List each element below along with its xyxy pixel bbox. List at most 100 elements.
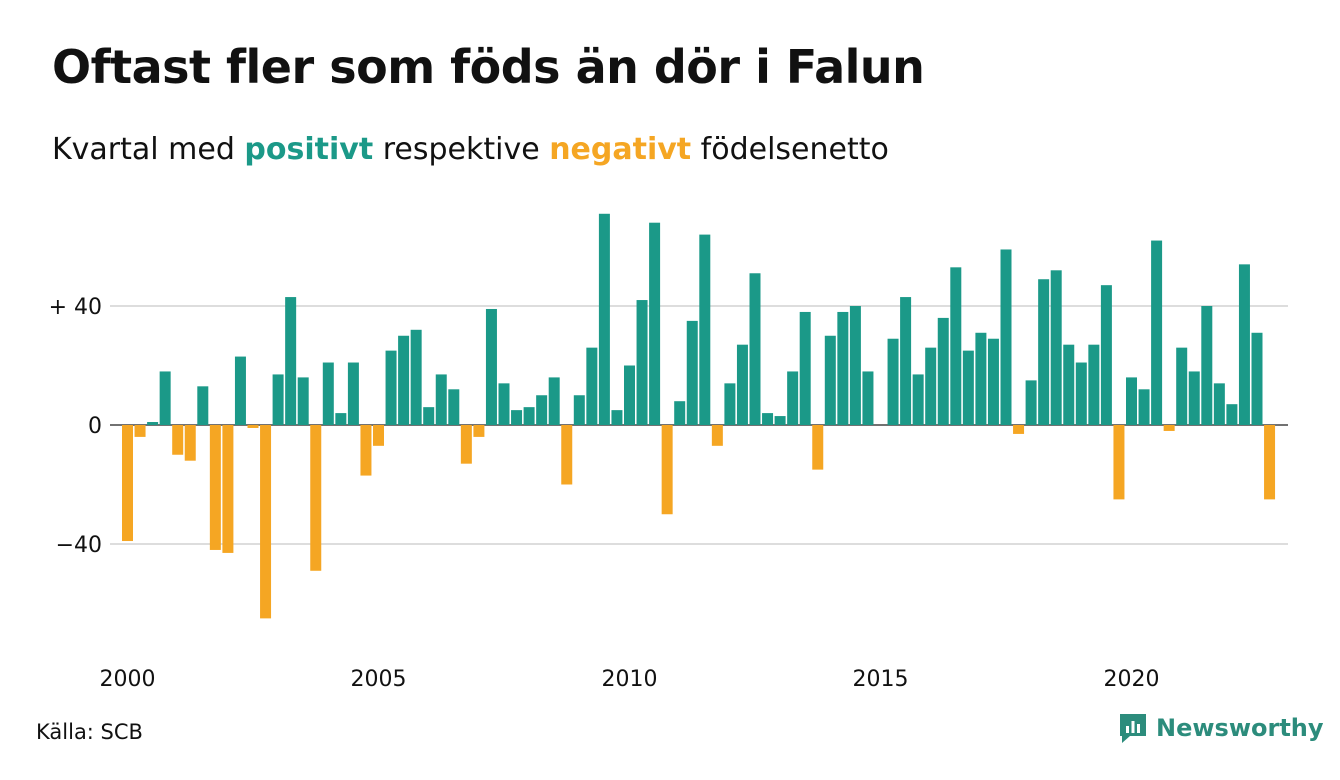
bar-2000-Q4 bbox=[159, 371, 171, 425]
bar-2017-Q4 bbox=[1013, 425, 1025, 434]
bar-2007-Q1 bbox=[473, 425, 485, 437]
bar-2013-Q3 bbox=[799, 311, 811, 425]
bar-2014-Q4 bbox=[862, 371, 874, 425]
bar-2018-Q1 bbox=[1025, 380, 1037, 426]
bar-2004-Q3 bbox=[347, 362, 359, 425]
bar-2007-Q2 bbox=[485, 308, 497, 426]
chart-subtitle: Kvartal med positivt respektive negativt… bbox=[52, 132, 889, 167]
bar-2001-Q3 bbox=[197, 386, 209, 425]
bar-2021-Q3 bbox=[1201, 306, 1213, 425]
bar-2016-Q4 bbox=[962, 350, 974, 426]
bar-2012-Q2 bbox=[736, 344, 748, 426]
bar-2010-Q1 bbox=[624, 365, 635, 425]
bar-2011-Q3 bbox=[699, 234, 711, 425]
bar-2008-Q3 bbox=[548, 377, 560, 425]
bar-2013-Q4 bbox=[812, 425, 824, 470]
bar-2014-Q1 bbox=[824, 335, 836, 425]
bar-2020-Q2 bbox=[1138, 389, 1150, 425]
source-label: Källa: SCB bbox=[36, 720, 143, 744]
bar-2004-Q4 bbox=[360, 425, 372, 476]
bar-2000-Q1 bbox=[122, 425, 133, 542]
bar-2022-Q4 bbox=[1264, 425, 1276, 500]
bar-2008-Q4 bbox=[561, 425, 573, 485]
subtitle-positive-word: positivt bbox=[244, 132, 374, 167]
bar-2009-Q2 bbox=[586, 347, 598, 425]
subtitle-prefix: Kvartal med bbox=[52, 132, 245, 167]
brand-name: Newsworthy bbox=[1156, 714, 1324, 742]
y-tick-label: 0 bbox=[88, 414, 102, 439]
bar-2016-Q1 bbox=[925, 347, 937, 425]
bar-2009-Q3 bbox=[598, 213, 610, 425]
bar-2005-Q2 bbox=[385, 350, 397, 426]
bar-2006-Q4 bbox=[460, 425, 472, 464]
bar-2001-Q4 bbox=[209, 425, 221, 550]
y-tick-label: + 40 bbox=[49, 295, 102, 320]
bar-2005-Q1 bbox=[373, 425, 384, 446]
bar-2004-Q2 bbox=[335, 413, 347, 425]
bar-2003-Q2 bbox=[285, 297, 297, 425]
bar-2017-Q3 bbox=[1000, 249, 1012, 425]
bar-2003-Q1 bbox=[272, 374, 284, 426]
bar-2018-Q2 bbox=[1038, 279, 1050, 426]
bar-2003-Q3 bbox=[297, 377, 309, 425]
bar-2003-Q4 bbox=[310, 425, 322, 571]
bar-2011-Q2 bbox=[686, 320, 698, 426]
bar-2015-Q3 bbox=[900, 297, 912, 425]
bar-2015-Q2 bbox=[887, 338, 899, 426]
brand: Newsworthy bbox=[1118, 712, 1324, 744]
bar-2017-Q2 bbox=[987, 338, 999, 426]
bar-2012-Q3 bbox=[749, 273, 761, 425]
bar-2007-Q4 bbox=[511, 410, 523, 426]
bar-2004-Q1 bbox=[322, 362, 334, 425]
bar-2010-Q3 bbox=[649, 222, 661, 425]
bar-2000-Q3 bbox=[147, 422, 159, 425]
bar-2009-Q4 bbox=[611, 410, 623, 426]
bar-2016-Q2 bbox=[937, 317, 949, 425]
bar-2001-Q1 bbox=[172, 425, 184, 455]
subtitle-middle: respektive bbox=[373, 132, 550, 167]
bar-2006-Q2 bbox=[435, 374, 447, 426]
bar-2013-Q2 bbox=[787, 371, 799, 425]
x-tick-label: 2005 bbox=[351, 667, 407, 692]
bar-2018-Q3 bbox=[1050, 270, 1062, 425]
bar-2005-Q3 bbox=[398, 335, 410, 425]
x-tick-label: 2015 bbox=[853, 667, 909, 692]
bar-2012-Q1 bbox=[724, 383, 736, 425]
bar-2019-Q4 bbox=[1113, 425, 1125, 500]
bar-2017-Q1 bbox=[975, 332, 987, 425]
bar-2002-Q2 bbox=[234, 356, 246, 425]
bar-2014-Q2 bbox=[837, 311, 849, 425]
bar-2002-Q3 bbox=[247, 425, 259, 428]
bar-2020-Q4 bbox=[1163, 425, 1175, 431]
bar-2021-Q1 bbox=[1176, 347, 1188, 425]
bar-2009-Q1 bbox=[573, 395, 585, 425]
bar-2010-Q2 bbox=[636, 300, 648, 425]
bar-2021-Q4 bbox=[1213, 383, 1225, 425]
y-tick-label: −40 bbox=[56, 533, 102, 558]
newsworthy-logo-icon bbox=[1120, 714, 1146, 743]
x-tick-label: 2020 bbox=[1104, 667, 1160, 692]
bar-2002-Q4 bbox=[260, 425, 272, 619]
x-tick-label: 2000 bbox=[100, 667, 156, 692]
bar-layer bbox=[122, 213, 1276, 619]
bar-2002-Q1 bbox=[222, 425, 234, 553]
bar-2022-Q1 bbox=[1226, 404, 1238, 425]
bar-2013-Q1 bbox=[774, 416, 786, 425]
bar-2019-Q2 bbox=[1088, 344, 1100, 426]
bar-2010-Q4 bbox=[661, 425, 673, 515]
bar-2011-Q4 bbox=[711, 425, 723, 446]
chart-title: Oftast fler som föds än dör i Falun bbox=[52, 40, 925, 94]
bar-2008-Q1 bbox=[523, 407, 535, 425]
bar-2014-Q3 bbox=[849, 306, 861, 425]
bar-2021-Q2 bbox=[1188, 371, 1200, 425]
bar-2019-Q1 bbox=[1075, 362, 1087, 425]
bar-2011-Q1 bbox=[674, 401, 686, 425]
bar-2001-Q2 bbox=[184, 425, 196, 461]
subtitle-negative-word: negativt bbox=[549, 132, 692, 167]
bar-2015-Q4 bbox=[912, 374, 924, 426]
bar-2022-Q2 bbox=[1238, 264, 1250, 425]
label-layer: + 40 0 −40 2000 2005 2010 2015 2020 bbox=[49, 295, 1160, 692]
bar-2008-Q2 bbox=[536, 395, 548, 425]
bar-2018-Q4 bbox=[1063, 344, 1075, 426]
bar-2006-Q1 bbox=[423, 407, 435, 425]
